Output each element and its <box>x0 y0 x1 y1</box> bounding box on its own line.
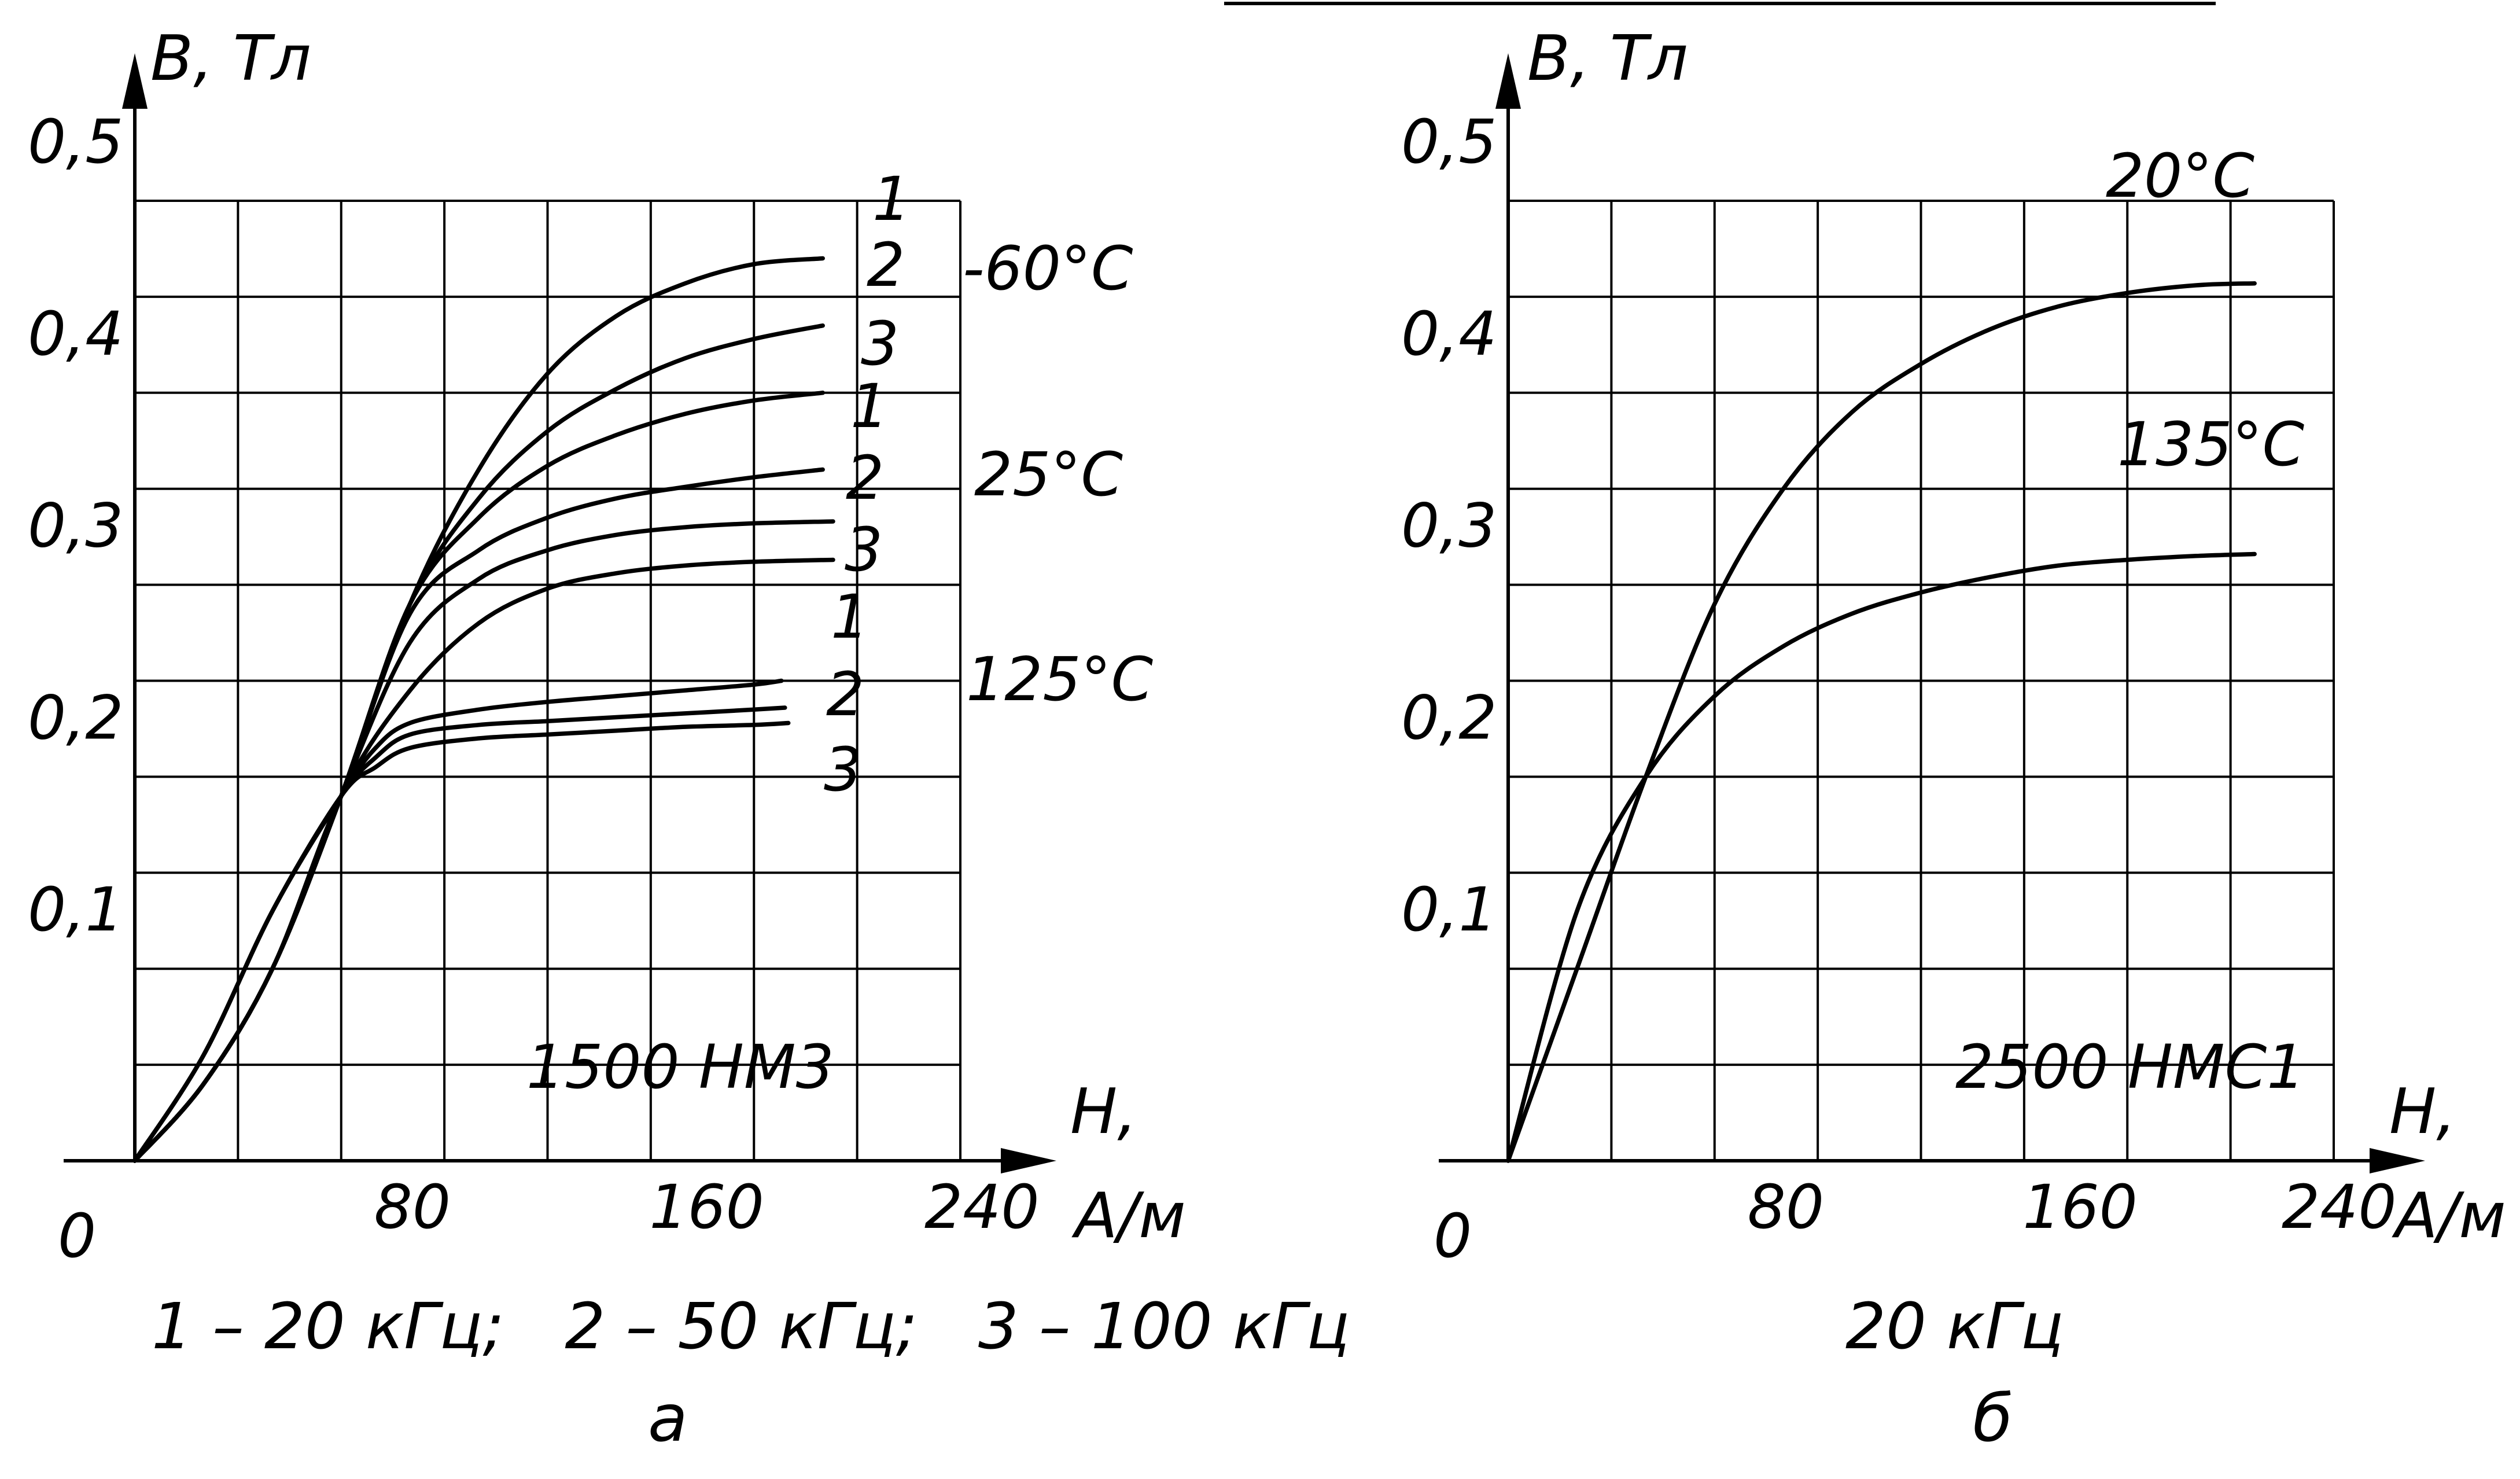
y-tick-label: 0,2 <box>1401 682 1497 753</box>
curve-label-125-2: 2 <box>826 659 864 730</box>
x-tick-label: 160 <box>649 1172 764 1242</box>
x-axis-label-h-a: H, <box>1070 1076 1137 1148</box>
y-tick-label: 0,5 <box>1401 106 1497 177</box>
curve-label-m60-3: 3 <box>861 308 899 379</box>
x-axis-arrow <box>1001 1148 1056 1173</box>
y-axis-label-b: B, Тл <box>1527 23 1688 95</box>
curves-b <box>1506 281 2257 1163</box>
x-axis-unit-a: А/м <box>1071 1180 1186 1252</box>
series-line <box>1506 281 2257 1163</box>
x-tick-label-b-240: 240 <box>2282 1172 2397 1242</box>
axes-b <box>1439 53 2425 1173</box>
grid-b <box>1508 200 2335 1161</box>
curve-label-135c: 135°С <box>2117 409 2305 480</box>
curve-label-m60-1: 1 <box>872 164 911 234</box>
material-label-a: 1500 НМ3 <box>526 1032 834 1102</box>
axes-a <box>64 53 1056 1173</box>
y-axis-label-a: B, Тл <box>150 23 311 95</box>
y-tick-label: 0,4 <box>1401 299 1497 369</box>
y-tick-label: 0,4 <box>28 299 123 369</box>
y-tick-label: 0,2 <box>28 682 123 753</box>
chart-panel-a: 0,1 0,2 0,3 0,4 0,5 80 160 240 B, Тл H, А/м 0 1… <box>28 23 1350 1456</box>
curve-label-125-1: 1 <box>831 582 869 652</box>
y-tick-label: 0,3 <box>1401 491 1497 561</box>
caption-b: 20 кГц <box>1845 1289 2064 1363</box>
x-tick-label: 240 <box>924 1172 1040 1242</box>
y-tick-label: 0,1 <box>1401 874 1497 945</box>
curve-label-m60-2: 2 <box>867 230 905 300</box>
x-tick-label: 160 <box>2022 1172 2138 1242</box>
group-label-125: 125°С <box>966 644 1154 715</box>
x-axis-arrow <box>2370 1148 2425 1173</box>
material-label-b: 2500 НМС1 <box>1955 1032 2305 1102</box>
group-label-minus60: -60°С <box>963 233 1133 304</box>
x-tick-label: 80 <box>374 1172 451 1242</box>
panel-label-a: а <box>648 1381 688 1456</box>
curve-label-25-1: 1 <box>850 371 889 442</box>
curves-a <box>132 256 835 1163</box>
curve-label-25-3: 3 <box>845 514 883 585</box>
panel-label-b: б <box>1973 1381 2013 1456</box>
series-line <box>1506 551 2257 1163</box>
origin-label-a: 0 <box>58 1201 96 1271</box>
curve-label-125-3: 3 <box>824 734 862 805</box>
series-line <box>132 720 791 1163</box>
chart-panel-b: 0,10,20,30,40,580 160 B, Тл H, А/м 240 0 … <box>1401 23 2506 1456</box>
series-line <box>132 557 835 1163</box>
tick-labels-b: 0,1 0,2 0,3 0,4 0,5 80 160 <box>1401 106 2138 1242</box>
y-axis-arrow <box>122 53 148 109</box>
x-axis-label-h-b: H, <box>2389 1076 2456 1148</box>
y-tick-label: 0,3 <box>28 491 123 561</box>
origin-label-b: 0 <box>1434 1201 1472 1271</box>
curve-label-25-2: 2 <box>846 443 884 513</box>
caption-a: 1 – 20 кГц; 2 – 50 кГц; 3 – 100 кГц <box>152 1289 1350 1363</box>
y-axis-arrow <box>1495 53 1521 109</box>
y-tick-label: 0,1 <box>28 874 123 945</box>
group-label-25: 25°С <box>974 439 1123 510</box>
tick-labels-a: 0,1 0,2 0,3 0,4 0,5 80 160 240 <box>28 106 1040 1242</box>
y-tick-label: 0,5 <box>28 106 123 177</box>
curve-label-20c: 20°С <box>2106 141 2254 211</box>
x-tick-label: 80 <box>1748 1172 1824 1242</box>
x-axis-unit-b: А/м <box>2392 1180 2506 1252</box>
